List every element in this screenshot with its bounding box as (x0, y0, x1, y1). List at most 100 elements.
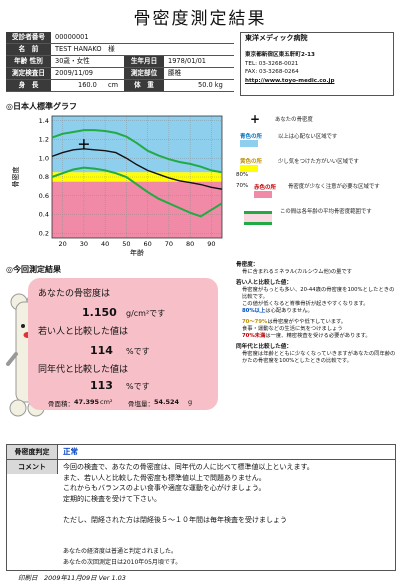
note-bmd-text: 骨に含まれるミネラル(カルシウム他)の量です (242, 269, 353, 275)
legend-red-name: 赤色の所 (254, 185, 277, 191)
legend-blue-text: 以上は心配ない区域です (278, 134, 338, 140)
legend-blue-name: 青色の所 (240, 134, 263, 140)
legend-yellow-text: 少し気をつけた方がいい区域です (278, 159, 359, 165)
bone-content-unit: g (188, 398, 193, 406)
result-line-age: 同年代と比較した値は (38, 365, 129, 375)
x-tick-label: 40 (101, 240, 109, 248)
comment-line: これからもバランスのよい食事や適度な運動を心がけましょう。 (63, 484, 266, 492)
result-line-bmd: あなたの骨密度は (38, 289, 111, 299)
bone-content-label: 骨塩量： (128, 400, 154, 408)
legend-green-text: この間は各年齢の平均骨密度範囲です (280, 209, 372, 215)
label-exam-date: 測定検査日 (6, 68, 51, 79)
comment-label: コメント (7, 460, 58, 474)
result-young-value: 114 (90, 344, 113, 357)
legend-green-range-swatch (244, 211, 272, 225)
x-tick-label: 20 (58, 240, 66, 248)
row-height-weight: 身 長 160.0 cm 体 重 50.0 kg (6, 80, 234, 92)
result-age-value: 113 (90, 379, 113, 392)
note-under70-text: は一度、精密検査を受ける必要があります。 (265, 333, 371, 339)
clinic-tel: TEL: 03-3268-0021 (245, 60, 299, 67)
comment-line: また、若い人と比較した骨密度も標準値以上で問題ありません。 (63, 473, 266, 482)
series-avg-lower (51, 166, 223, 218)
legend-red-text: 骨密度が少なく注意が必要な区域です (288, 184, 380, 190)
legend-yellow-name: 黄色の所 (240, 159, 263, 165)
comment-line: 定期的に検査を受けて下さい。 (63, 494, 161, 503)
judgment-value: 正常 (63, 447, 78, 456)
value-age-sex: 30歳・女性 (55, 57, 90, 65)
y-tick-label: 0.8 (39, 173, 49, 181)
x-tick-label: 80 (186, 240, 194, 248)
x-tick-label: 90 (207, 240, 215, 248)
y-tick-label: 0.6 (39, 192, 49, 200)
bone-area-value: 47.395 (74, 398, 100, 406)
result-young-unit: %です (126, 347, 150, 356)
clinic-name: 東洋メディック病院 (245, 34, 308, 42)
note-80-text: は心配ありません。 (265, 308, 313, 314)
row-patient-id: 受診者番号 00000001 (6, 32, 234, 44)
value-weight: 50.0 kg (198, 81, 223, 89)
legend-blue-swatch (240, 140, 258, 147)
note-70-79-text: は骨密度がやや低下しています。 (267, 319, 347, 325)
comment-line: ただし、閉経された方は閉経後５〜１０年間は毎年検査を受けましょう (63, 515, 287, 524)
value-name: TEST HANAKO 様 (55, 45, 115, 53)
patient-info-table: 受診者番号 00000001 名 前 TEST HANAKO 様 年齢 性別 3… (6, 32, 234, 96)
value-exam-date: 2009/11/09 (55, 69, 94, 77)
y-tick-label: 0.4 (39, 211, 49, 219)
label-age-sex: 年齢 性別 (6, 56, 51, 67)
row-exam-date: 測定検査日 2009/11/09 測定部位 腰椎 (6, 68, 234, 80)
x-tick-label: 30 (80, 240, 88, 248)
unit-height: cm (108, 81, 119, 89)
result-panel: あなたの骨密度は 1.150 g/cm²です 若い人と比較した値は 114 %で… (28, 278, 218, 410)
bone-area-unit: cm² (100, 398, 113, 406)
legend-red-swatch (254, 191, 272, 198)
result-age-unit: %です (126, 382, 150, 391)
note-80-label: 80%以上 (242, 308, 266, 314)
note-young-text-2: この値が低くなると脊椎骨折が起きやすくなります。 (242, 301, 369, 307)
note-bmd-heading: 骨密度： (236, 262, 259, 268)
clinic-info: 東洋メディック病院 東京都新宿区東五軒町2-13 TEL: 03-3268-00… (240, 32, 394, 96)
value-birthdate: 1978/01/01 (168, 57, 207, 65)
note-70-79-label: 70〜79% (242, 319, 268, 325)
series-avg-mean (51, 148, 223, 190)
result-bmd-unit: g/cm²です (126, 309, 166, 318)
print-date: 印刷日 2009年11月09日 Ver 1.03 (18, 572, 126, 582)
y-tick-label: 0.2 (39, 230, 49, 238)
comment-line: あなたの次回測定日は2010年05月頃です。 (63, 558, 182, 566)
label-weight: 体 重 (124, 80, 164, 91)
x-tick-label: 60 (143, 240, 151, 248)
label-birthdate: 生年月日 (124, 56, 164, 67)
zone-red (52, 181, 222, 238)
legend-yellow-swatch (240, 165, 258, 172)
comment-line: あなたの経済度は普通と判定されました。 (63, 548, 178, 555)
comment-line: 今回の検査で、あなたの骨密度は、同年代の人に比べて標準値以上といえます。 (63, 463, 314, 471)
clinic-fax: FAX: 03-3268-0264 (245, 69, 299, 76)
graph-section-title: ◎日本人標準グラフ (6, 102, 77, 111)
print-date-label: 印刷日 (18, 574, 38, 582)
label-name: 名 前 (6, 44, 51, 55)
label-height: 身 長 (6, 80, 51, 91)
clinic-url[interactable]: http://www.toyo-medic.co.jp (245, 78, 335, 85)
judgment-comment-table: 骨密度判定 正常 コメント 今回の検査で、あなたの骨密度は、同年代の人に比べて標… (6, 444, 396, 571)
row-age-sex: 年齢 性別 30歳・女性 生年月日 1978/01/01 (6, 56, 234, 68)
note-under70-label: 70%未満 (242, 333, 266, 339)
legend-70pct: 70% (236, 183, 249, 189)
page-title: 骨密度測定結果 (133, 9, 267, 29)
note-lifestyle-text: 食事・運動などの生活に気をつけましょう (242, 326, 343, 332)
bone-content-value: 54.524 (154, 398, 180, 406)
judgment-label: 骨密度判定 (7, 445, 58, 460)
x-tick-label: 70 (165, 240, 173, 248)
legend-80pct: 80% (236, 172, 249, 178)
label-site: 測定部位 (124, 68, 164, 79)
y-tick-label: 1.2 (39, 136, 49, 144)
result-section-title: ◎今回測定結果 (6, 265, 61, 274)
y-tick-label: 1.0 (39, 154, 49, 162)
x-axis-label: 年齢 (130, 248, 144, 257)
note-young-heading: 若い人と比較した値： (236, 280, 292, 286)
row-name: 名 前 TEST HANAKO 様 (6, 44, 234, 56)
note-young-text: 骨密度がもっとも多い、20-44歳の骨密度を100%としたときの比較です。 (242, 287, 395, 300)
value-site: 腰椎 (168, 69, 182, 77)
series-avg-upper (51, 129, 223, 174)
y-tick-label: 1.4 (39, 117, 49, 125)
graph-legend: + あなたの骨密度 青色の所 以上は心配ない区域です 黄色の所 少し気をつけた方… (236, 112, 398, 232)
note-age-text: 骨密度は年齢とともに少なくなっていきますがあなたの同年齢のかたの骨密度を100%… (242, 351, 396, 364)
